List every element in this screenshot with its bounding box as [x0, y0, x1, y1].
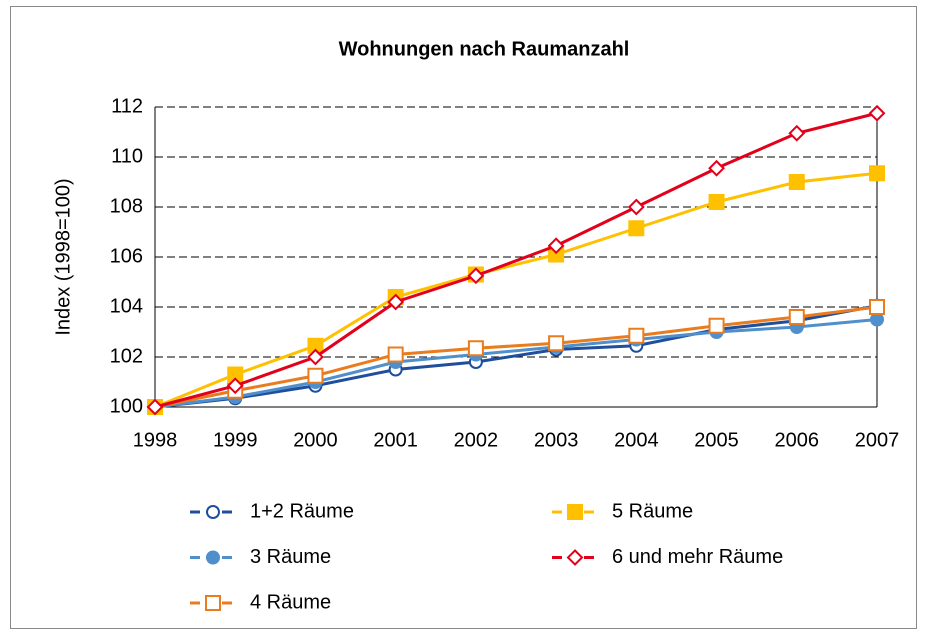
series-line — [154, 305, 878, 409]
y-tick-label: 100 — [110, 395, 143, 417]
marker — [307, 367, 324, 384]
marker — [869, 299, 885, 315]
x-tick-label: 2000 — [293, 429, 338, 451]
marker — [788, 309, 805, 325]
x-tick-label: 2002 — [454, 429, 499, 451]
series-line — [154, 318, 878, 409]
marker — [206, 505, 220, 519]
marker — [788, 174, 805, 190]
marker — [206, 550, 220, 565]
y-tick-label: 112 — [111, 95, 143, 117]
y-tick-label: 106 — [110, 245, 143, 267]
marker — [869, 165, 885, 182]
x-tick-label: 2003 — [534, 429, 579, 451]
y-axis-label: Index (1998=100) — [52, 178, 74, 335]
marker — [387, 346, 404, 363]
marker — [868, 104, 886, 122]
x-tick-label: 2001 — [373, 429, 418, 451]
marker — [627, 198, 645, 216]
marker — [567, 504, 583, 520]
x-tick-label: 2007 — [855, 429, 900, 451]
marker — [628, 327, 645, 344]
series-line — [154, 304, 878, 409]
y-tick-label: 104 — [110, 295, 143, 317]
marker — [708, 159, 725, 177]
marker — [467, 340, 484, 357]
series-line — [154, 111, 878, 409]
series-line — [154, 171, 878, 409]
marker — [467, 267, 485, 285]
marker — [708, 194, 725, 210]
legend-label: 1+2 Räume — [250, 500, 354, 522]
marker — [870, 312, 884, 327]
x-tick-label: 1998 — [133, 429, 178, 451]
legend-label: 5 Räume — [612, 500, 693, 522]
marker — [226, 377, 244, 395]
x-tick-label: 2006 — [775, 429, 820, 451]
legend-label: 6 und mehr Räume — [612, 546, 783, 568]
marker — [788, 124, 806, 142]
y-tick-label: 108 — [110, 195, 143, 217]
marker — [628, 220, 645, 237]
y-tick-label: 110 — [111, 145, 143, 167]
marker — [708, 317, 725, 334]
x-tick-label: 1999 — [213, 429, 258, 451]
x-tick-label: 2004 — [614, 429, 659, 451]
marker — [547, 237, 565, 255]
marker — [387, 293, 405, 311]
legend-label: 3 Räume — [250, 546, 331, 568]
marker — [548, 335, 565, 352]
marker — [205, 595, 221, 611]
x-tick-label: 2005 — [694, 429, 739, 451]
chart-title: Wohnungen nach Raumanzahl — [339, 38, 630, 60]
marker — [566, 549, 584, 566]
legend-label: 4 Räume — [250, 591, 331, 613]
chart-border — [10, 6, 917, 629]
y-tick-label: 102 — [110, 345, 143, 367]
marker — [146, 398, 164, 416]
marker — [307, 348, 324, 366]
